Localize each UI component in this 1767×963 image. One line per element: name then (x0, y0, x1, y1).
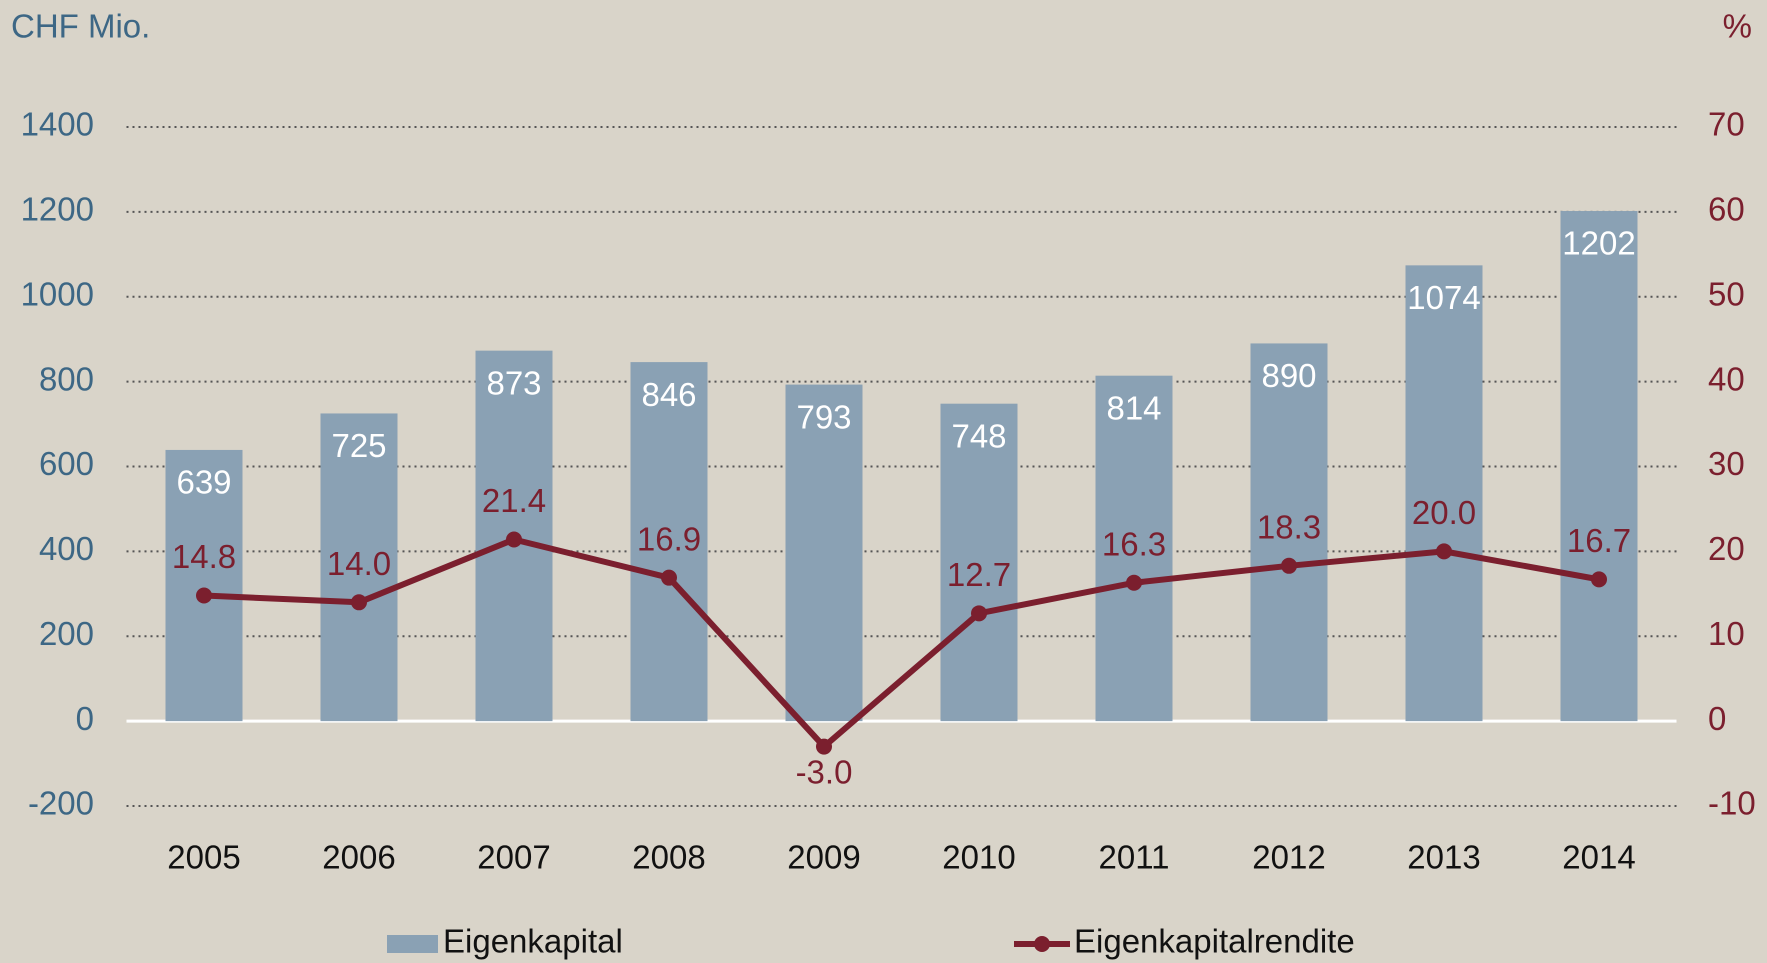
y2-tick-label: -10 (1708, 785, 1756, 822)
bar (1405, 265, 1483, 722)
y-tick-label: 400 (39, 530, 94, 567)
line-value-label: 16.3 (1102, 525, 1166, 562)
line-point (1281, 557, 1297, 574)
y2-tick-label: 50 (1708, 275, 1745, 312)
y2-tick-label: 40 (1708, 360, 1745, 397)
y-tick-label: 800 (39, 360, 94, 397)
bar-value-label: 725 (331, 427, 386, 464)
line-value-label: 14.0 (327, 545, 391, 582)
y-tick-label: 1400 (21, 106, 94, 143)
line-point (661, 569, 677, 586)
y-tick-label: 200 (39, 615, 94, 652)
line-value-label: 16.7 (1567, 522, 1631, 559)
bar (320, 413, 398, 722)
x-tick-label: 2008 (632, 839, 705, 876)
line-value-label: 16.9 (637, 520, 701, 557)
line-point (351, 594, 367, 611)
x-tick-label: 2012 (1252, 839, 1325, 876)
bar-value-label: 814 (1106, 389, 1161, 426)
bar (165, 449, 243, 722)
y-tick-label: -200 (28, 785, 94, 822)
line-point (506, 531, 522, 548)
legend-swatch-point (1034, 936, 1050, 952)
y-tick-label: 600 (39, 445, 94, 482)
bar (785, 384, 863, 722)
line-point (971, 605, 987, 622)
bar-value-label: 748 (951, 417, 1006, 454)
line-value-label: 20.0 (1412, 494, 1476, 531)
bar-value-label: 793 (796, 398, 851, 435)
legend-label: Eigenkapital (443, 923, 623, 960)
line-point (1436, 543, 1452, 560)
y-axis-label: CHF Mio. (11, 8, 150, 45)
bar-value-label: 873 (486, 364, 541, 401)
y-tick-label: 1200 (21, 191, 94, 228)
bar-value-label: 1074 (1407, 279, 1480, 316)
line-point (196, 587, 212, 604)
line-value-label: 14.8 (172, 538, 236, 575)
x-tick-label: 2006 (322, 839, 395, 876)
line-point (1126, 574, 1142, 591)
bar-value-label: 846 (641, 376, 696, 413)
line-value-label: 18.3 (1257, 509, 1321, 546)
x-tick-label: 2010 (942, 839, 1015, 876)
y2-tick-label: 0 (1708, 700, 1726, 737)
bar (1095, 375, 1173, 722)
bar (1560, 211, 1638, 722)
bar (1250, 343, 1328, 722)
line-point (816, 738, 832, 755)
line-point (1591, 571, 1607, 588)
x-tick-label: 2007 (477, 839, 550, 876)
legend-swatch (387, 935, 438, 953)
bar (630, 362, 708, 722)
y2-tick-label: 20 (1708, 530, 1745, 567)
y-tick-label: 0 (76, 700, 94, 737)
y2-tick-label: 70 (1708, 106, 1745, 143)
bar-value-label: 639 (176, 464, 231, 501)
line (203, 536, 1600, 750)
bar-value-label: 1202 (1562, 225, 1635, 262)
bar (940, 403, 1018, 722)
y-tick-label: 1000 (21, 275, 94, 312)
y2-axis-label: % (1723, 8, 1752, 45)
bar-value-label: 890 (1261, 357, 1316, 394)
line-value-label: 21.4 (482, 482, 546, 519)
x-tick-label: 2009 (787, 839, 860, 876)
y2-tick-label: 60 (1708, 191, 1745, 228)
line-value-label: -3.0 (796, 753, 853, 790)
y2-tick-label: 30 (1708, 445, 1745, 482)
x-tick-label: 2013 (1407, 839, 1480, 876)
x-tick-label: 2014 (1562, 839, 1635, 876)
line-value-label: 12.7 (947, 556, 1011, 593)
x-tick-label: 2005 (167, 839, 240, 876)
y2-tick-label: 10 (1708, 615, 1745, 652)
x-tick-label: 2011 (1099, 839, 1170, 876)
legend-label: Eigenkapitalrendite (1074, 923, 1355, 960)
